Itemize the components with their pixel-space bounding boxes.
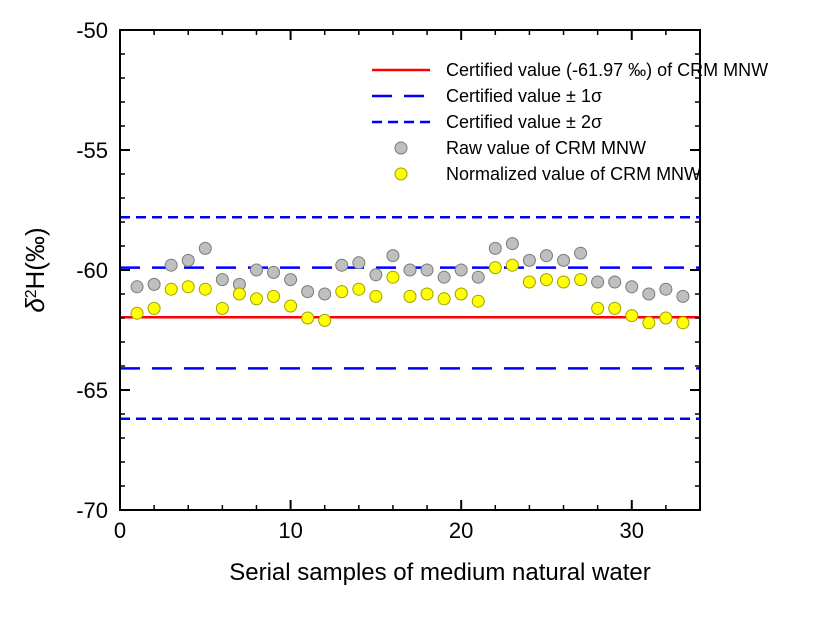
series-normalized-point — [558, 276, 570, 288]
series-normalized-point — [233, 288, 245, 300]
scatter-chart: 0 10 20 30 -70 -65 -60 -55 -50 Serial samples of … — [0, 0, 838, 633]
series-raw-point — [540, 250, 552, 262]
series-raw-point — [489, 242, 501, 254]
series-normalized-point — [199, 283, 211, 295]
series-normalized-point — [489, 262, 501, 274]
x-tick-label: 10 — [278, 518, 302, 543]
series-raw-point — [438, 271, 450, 283]
series-normalized-point — [421, 288, 433, 300]
series-normalized-point — [319, 314, 331, 326]
x-tick-label: 20 — [449, 518, 473, 543]
series-raw-point — [319, 288, 331, 300]
series-normalized-point — [438, 293, 450, 305]
series-normalized-point — [285, 300, 297, 312]
series-normalized-point — [336, 286, 348, 298]
series-normalized-point — [609, 302, 621, 314]
series-normalized-point — [268, 290, 280, 302]
series-normalized-point — [455, 288, 467, 300]
series-raw-point — [182, 254, 194, 266]
series-normalized-point — [677, 317, 689, 329]
legend-1sigma-label: Certified value ± 1σ — [446, 86, 602, 106]
legend-normalized-label: Normalized value of CRM MNW — [446, 164, 701, 184]
series-raw-point — [199, 242, 211, 254]
legend-raw-swatch — [395, 142, 407, 154]
series-normalized-point — [540, 274, 552, 286]
series-raw-point — [592, 276, 604, 288]
series-normalized-point — [575, 274, 587, 286]
series-normalized-point — [404, 290, 416, 302]
series-raw-point — [336, 259, 348, 271]
series-raw-point — [302, 286, 314, 298]
series-normalized-point — [216, 302, 228, 314]
legend-normalized-swatch — [395, 168, 407, 180]
series-raw-point — [387, 250, 399, 262]
legend-2sigma-label: Certified value ± 2σ — [446, 112, 602, 132]
series-normalized-point — [250, 293, 262, 305]
series-normalized-point — [523, 276, 535, 288]
y-tick-label: -55 — [76, 138, 108, 163]
series-raw-point — [404, 264, 416, 276]
series-normalized-point — [165, 283, 177, 295]
series-normalized-point — [182, 281, 194, 293]
series-raw-point — [370, 269, 382, 281]
series-raw-point — [677, 290, 689, 302]
series-raw-point — [165, 259, 177, 271]
series-normalized-point — [472, 295, 484, 307]
series-normalized-point — [148, 302, 160, 314]
y-tick-label: -60 — [76, 258, 108, 283]
series-raw-point — [353, 257, 365, 269]
series-raw-point — [643, 288, 655, 300]
series-normalized-point — [353, 283, 365, 295]
series-raw-point — [472, 271, 484, 283]
series-raw-point — [523, 254, 535, 266]
series-normalized-point — [592, 302, 604, 314]
series-normalized-point — [131, 307, 143, 319]
series-normalized-point — [643, 317, 655, 329]
chart-container: 0 10 20 30 -70 -65 -60 -55 -50 Serial samples of … — [0, 0, 838, 633]
x-tick-label: 0 — [114, 518, 126, 543]
x-axis-label: Serial samples of medium natural water — [229, 559, 651, 586]
series-raw-point — [558, 254, 570, 266]
y-tick-label: -70 — [76, 498, 108, 523]
series-raw-point — [506, 238, 518, 250]
series-normalized-point — [660, 312, 672, 324]
series-raw-point — [609, 276, 621, 288]
y-tick-label: -50 — [76, 18, 108, 43]
y-axis-label: δ2H(‰) — [20, 227, 50, 312]
legend-certified-label: Certified value (-61.97 ‰) of CRM MNW — [446, 60, 768, 80]
series-raw-point — [626, 281, 638, 293]
series-normalized-point — [506, 259, 518, 271]
series-raw-point — [660, 283, 672, 295]
series-raw-point — [455, 264, 467, 276]
series-raw-point — [268, 266, 280, 278]
series-normalized-point — [302, 312, 314, 324]
series-normalized-point — [370, 290, 382, 302]
series-raw-point — [285, 274, 297, 286]
series-raw-point — [216, 274, 228, 286]
series-normalized-point — [387, 271, 399, 283]
y-tick-label: -65 — [76, 378, 108, 403]
series-raw-point — [131, 281, 143, 293]
series-raw-point — [148, 278, 160, 290]
legend-raw-label: Raw value of CRM MNW — [446, 138, 646, 158]
series-normalized-point — [626, 310, 638, 322]
series-raw-point — [421, 264, 433, 276]
series-raw-point — [575, 247, 587, 259]
x-tick-label: 30 — [620, 518, 644, 543]
series-raw-point — [250, 264, 262, 276]
